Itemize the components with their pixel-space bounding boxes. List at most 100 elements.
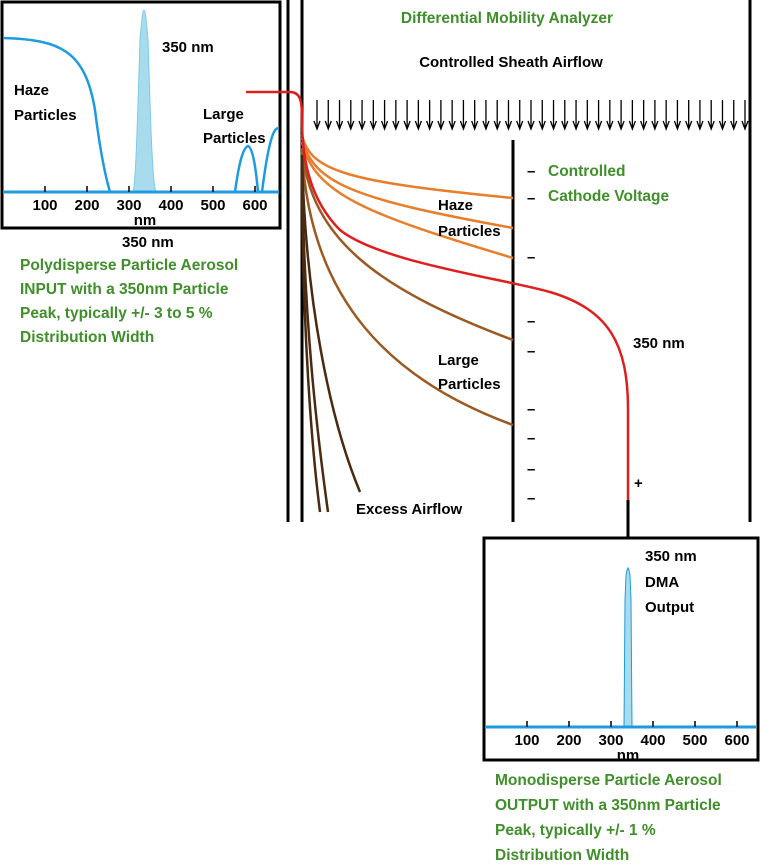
- size-label-350: 350 nm: [633, 335, 685, 352]
- svg-text:–: –: [527, 430, 535, 447]
- sheath-arrow: [594, 100, 603, 131]
- sheath-arrow: [482, 100, 490, 131]
- svg-text:OUTPUT with a 350nm Particle: OUTPUT with a 350nm Particle: [495, 797, 721, 814]
- input-tick-400: 400: [158, 197, 183, 214]
- excess-path-3: [300, 159, 322, 513]
- output-tick-400: 400: [640, 732, 665, 749]
- anode-plus-sign: +: [634, 475, 643, 492]
- sheath-arrow: [504, 100, 513, 131]
- input-large-curve: [233, 126, 280, 193]
- sheath-arrow: [718, 100, 727, 131]
- svg-text:Monodisperse Particle Aerosol: Monodisperse Particle Aerosol: [495, 772, 722, 789]
- dma-title: Differential Mobility Analyzer: [401, 10, 613, 27]
- input-below-label: 350 nm: [122, 234, 174, 251]
- input-axis-unit: nm: [134, 212, 157, 229]
- output-peak-label-3: Output: [645, 599, 694, 616]
- input-large-label-2: Particles: [203, 130, 266, 147]
- particle-trajectories: [300, 134, 514, 513]
- output-tick-marks: [526, 721, 738, 727]
- input-peak-label: 350 nm: [162, 39, 214, 56]
- haze-path-2: [300, 137, 514, 230]
- sheath-arrow: [606, 100, 614, 131]
- input-large-label-1: Large: [203, 106, 244, 123]
- sheath-arrow: [426, 100, 434, 131]
- svg-text:–: –: [527, 249, 535, 266]
- sheath-arrow: [347, 100, 355, 131]
- sheath-arrow: [459, 100, 468, 131]
- output-description: Monodisperse Particle Aerosol OUTPUT wit…: [495, 772, 722, 864]
- sheath-arrow: [538, 100, 546, 131]
- sheath-arrow: [516, 100, 524, 131]
- sheath-arrow: [741, 100, 749, 131]
- cathode-label-1: Controlled: [548, 163, 626, 180]
- sheath-arrow: [628, 100, 636, 131]
- sheath-arrow: [403, 100, 411, 131]
- svg-text:–: –: [527, 401, 535, 418]
- sheath-arrow: [572, 100, 580, 131]
- large-path-2: [300, 151, 514, 427]
- sheath-arrow: [640, 100, 648, 131]
- sheath-arrow: [561, 100, 569, 131]
- sheath-arrow: [617, 100, 625, 131]
- output-axis-unit: nm: [617, 747, 640, 764]
- svg-text:Peak, typically +/- 1 %: Peak, typically +/- 1 %: [495, 822, 656, 839]
- input-chart: 100 200 300 400 500 600 nm 350 nm Haze P…: [0, 0, 282, 230]
- svg-text:Distribution Width: Distribution Width: [495, 847, 629, 864]
- sheath-arrow: [673, 100, 682, 131]
- svg-text:Polydisperse Particle Aerosol: Polydisperse Particle Aerosol: [20, 257, 238, 274]
- sheath-arrow: [471, 100, 479, 131]
- sheath-arrow: [583, 100, 591, 131]
- sheath-arrow: [696, 100, 704, 131]
- output-peak-label-2: DMA: [645, 574, 679, 591]
- sheath-arrow: [414, 100, 422, 131]
- output-tick-500: 500: [682, 732, 707, 749]
- svg-text:–: –: [527, 163, 535, 180]
- cathode-minus-signs: – – – – – – – – –: [527, 163, 535, 507]
- svg-text:–: –: [527, 190, 535, 207]
- sheath-arrow: [392, 100, 400, 131]
- input-haze-label-2: Particles: [14, 107, 77, 124]
- excess-airflow-label: Excess Airflow: [356, 501, 462, 518]
- svg-text:–: –: [527, 490, 535, 507]
- sheath-arrow: [369, 100, 377, 131]
- input-tick-100: 100: [32, 197, 57, 214]
- selected-350nm-path: [246, 90, 630, 500]
- input-tick-600: 600: [242, 197, 267, 214]
- sheath-arrow: [493, 100, 501, 131]
- output-peak-label-1: 350 nm: [645, 548, 697, 565]
- haze-path-1: [300, 134, 514, 200]
- input-haze-label-1: Haze: [14, 82, 49, 99]
- dma-chamber: [286, 0, 752, 522]
- sheath-arrow: [448, 100, 456, 131]
- svg-text:Peak, typically +/- 3 to 5 %: Peak, typically +/- 3 to 5 %: [20, 305, 213, 322]
- svg-text:–: –: [527, 461, 535, 478]
- output-peak-350: [623, 566, 633, 728]
- haze-label-1: Haze: [438, 197, 473, 214]
- input-tick-200: 200: [74, 197, 99, 214]
- sheath-arrow: [358, 100, 366, 131]
- svg-text:–: –: [527, 343, 535, 360]
- input-tick-300: 300: [116, 197, 141, 214]
- sheath-arrow: [707, 100, 715, 131]
- output-tick-100: 100: [514, 732, 539, 749]
- excess-path-1: [300, 154, 362, 493]
- sheath-label: Controlled Sheath Airflow: [419, 54, 603, 71]
- sheath-airflow-arrows: [313, 100, 749, 131]
- sheath-arrow: [549, 100, 558, 131]
- sheath-arrow: [730, 100, 738, 131]
- cathode-label-2: Cathode Voltage: [548, 188, 670, 205]
- output-tick-300: 300: [598, 732, 623, 749]
- sheath-arrow: [527, 100, 535, 131]
- output-tick-600: 600: [724, 732, 749, 749]
- input-tick-500: 500: [200, 197, 225, 214]
- sheath-arrow: [313, 100, 321, 131]
- svg-text:INPUT with a 350nm Particle: INPUT with a 350nm Particle: [20, 281, 229, 298]
- input-tick-marks: [44, 186, 256, 192]
- large-path-1: [300, 147, 514, 342]
- sheath-arrow: [335, 100, 344, 131]
- output-chart-frame: [482, 536, 760, 762]
- svg-text:–: –: [527, 313, 535, 330]
- sheath-arrow: [651, 100, 659, 131]
- large-label-1: Large: [438, 352, 479, 369]
